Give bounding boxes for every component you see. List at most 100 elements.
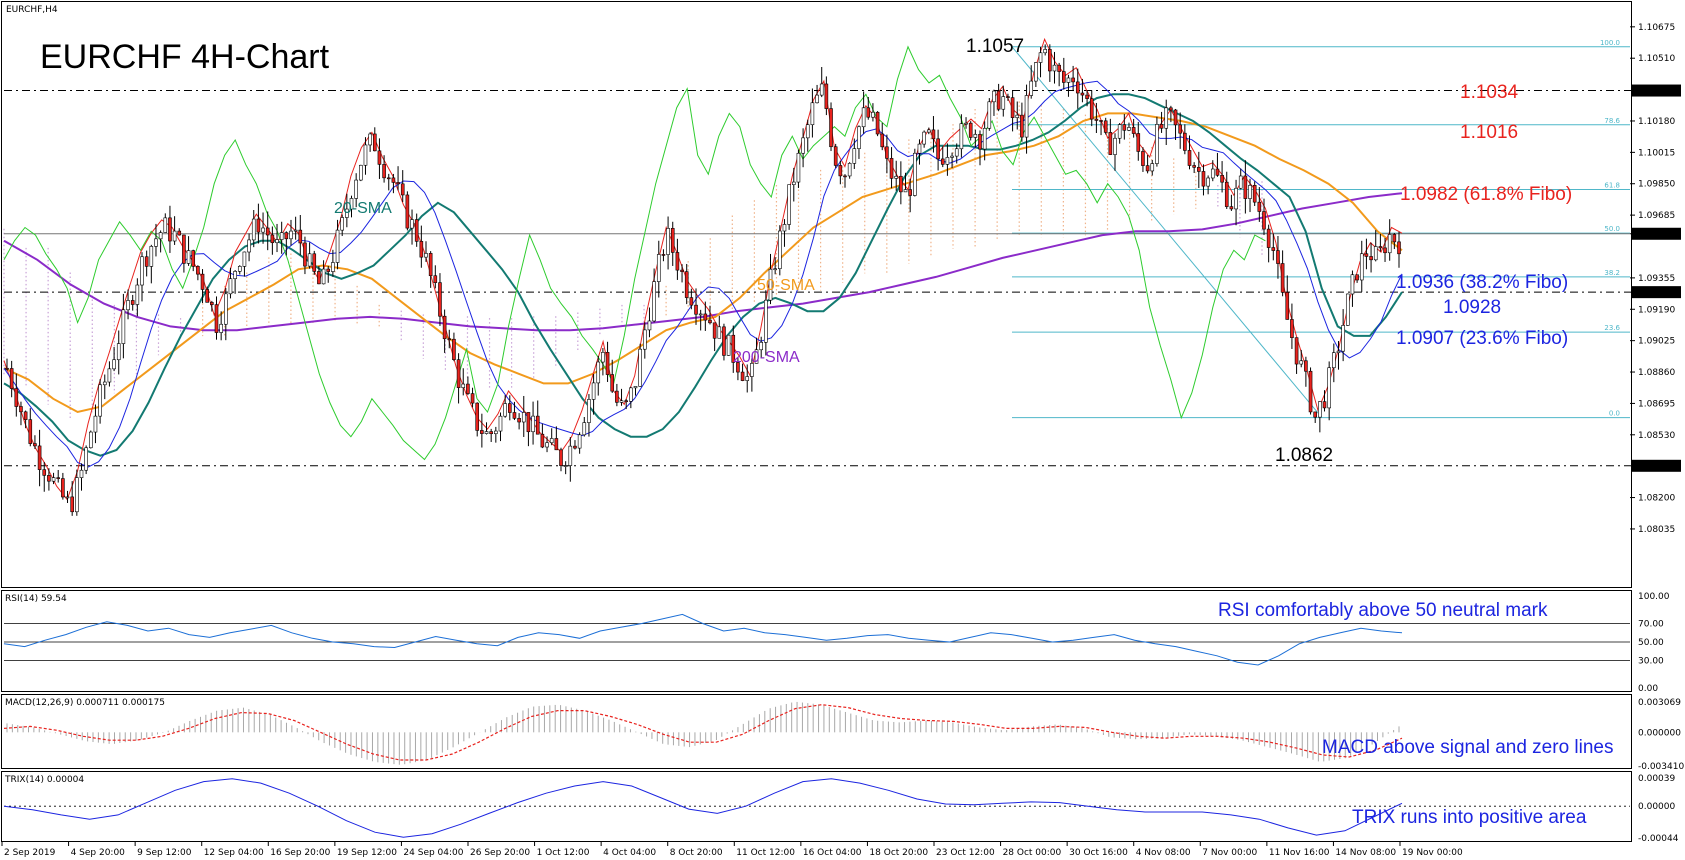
price-tick-highlight xyxy=(1631,227,1681,240)
candle-down xyxy=(708,319,712,324)
candle-up xyxy=(717,326,722,339)
candle-up xyxy=(801,137,805,154)
candle-down xyxy=(615,390,619,403)
candle-down xyxy=(182,234,186,264)
candle-up xyxy=(1066,77,1071,83)
candle-down xyxy=(1229,206,1234,210)
candle-down xyxy=(712,322,717,339)
candle-up xyxy=(1127,127,1131,131)
candle-up xyxy=(51,477,56,482)
candle-up xyxy=(964,122,968,125)
chikou-line xyxy=(3,45,1266,461)
price-axis: 1.10675 1.10510 1.10340 1.10180 1.10015 1.098… xyxy=(1630,23,1681,535)
candle-down xyxy=(196,266,200,275)
candle-up xyxy=(787,184,791,225)
fib-high-label: 1.1057 xyxy=(966,36,1024,57)
candle-down xyxy=(736,362,740,373)
time-tick-label: 11 Nov 16:00 xyxy=(1269,848,1330,858)
candle-down xyxy=(205,289,209,303)
candle-up xyxy=(242,251,247,267)
time-tick-label: 16 Oct 04:00 xyxy=(803,848,862,858)
candle-up xyxy=(261,227,265,233)
rsi-tick-label: 30.00 xyxy=(1638,656,1664,666)
candle-down xyxy=(37,445,42,470)
price-tick-label: 1.08367 xyxy=(1638,462,1675,472)
candle-down xyxy=(1215,168,1220,176)
candle-up xyxy=(764,299,768,343)
sma50-label: 50-SMA xyxy=(757,277,815,294)
candle-up xyxy=(987,101,992,129)
fib-level-label: 61.8 xyxy=(1604,181,1620,189)
price-tick-label: 1.08860 xyxy=(1638,368,1675,378)
candle-up xyxy=(349,198,354,210)
sma200-line xyxy=(3,192,1403,332)
candle-down xyxy=(298,229,303,244)
candle-down xyxy=(61,478,65,498)
candle-down xyxy=(14,388,19,407)
macd-tick-label: 0.000000 xyxy=(1638,728,1681,738)
fib-level-label: 0.0 xyxy=(1609,410,1620,418)
candle-up xyxy=(545,442,549,448)
candle-up xyxy=(643,329,647,350)
candle-down xyxy=(875,111,880,135)
candle-down xyxy=(722,326,726,356)
candle-down xyxy=(144,256,149,267)
rsi-tick-label: 70.00 xyxy=(1638,620,1664,630)
trix-panel: 0.00039 0.00000 -0.00044 xyxy=(3,774,1679,844)
candle-down xyxy=(177,230,182,236)
candle-down xyxy=(210,302,214,305)
time-tick-label: 12 Sep 04:00 xyxy=(204,848,264,858)
candle-up xyxy=(926,129,931,133)
candle-down xyxy=(1048,49,1052,72)
candle-down xyxy=(670,228,675,253)
candle-up xyxy=(219,323,223,333)
trix-tick-label: 0.00000 xyxy=(1638,802,1675,812)
candle-up xyxy=(163,217,168,233)
candle-down xyxy=(1383,247,1387,254)
candle-up xyxy=(1024,95,1029,138)
candle-down xyxy=(824,83,829,109)
annotation-1-0982: 1.0982 (61.8% Fibo) xyxy=(1400,184,1572,205)
candle-down xyxy=(1178,124,1182,134)
candle-down xyxy=(284,232,289,240)
candle-up xyxy=(745,376,750,381)
rsi-tick-label: 0.00 xyxy=(1638,684,1658,694)
candle-down xyxy=(130,300,135,305)
candle-up xyxy=(498,415,503,432)
candle-up xyxy=(98,384,102,417)
candle-down xyxy=(1131,127,1136,134)
candle-up xyxy=(773,268,777,271)
candle-down xyxy=(908,189,912,196)
candle-up xyxy=(861,107,866,128)
candle-down xyxy=(996,90,1001,110)
candle-up xyxy=(857,126,861,149)
candle-up xyxy=(759,342,763,351)
annotation-1-0928: 1.0928 xyxy=(1443,297,1501,318)
candle-up xyxy=(810,102,815,126)
candle-down xyxy=(452,338,456,360)
candle-down xyxy=(191,250,196,267)
symbol-label: EURCHF,H4 xyxy=(6,5,58,15)
candle-up xyxy=(237,266,242,272)
candle-up xyxy=(1234,187,1238,210)
rsi-tick-label: 100.00 xyxy=(1638,592,1670,602)
price-tick-label: 1.10015 xyxy=(1638,148,1675,158)
candle-down xyxy=(1243,175,1248,199)
sma20-label: 20-SMA xyxy=(334,200,392,217)
candle-down xyxy=(740,371,745,381)
fib-low-label: 1.0862 xyxy=(1275,445,1333,466)
macd-signal-line xyxy=(3,704,1403,761)
candle-down xyxy=(1075,81,1080,94)
candle-down xyxy=(391,177,396,183)
price-tick-label: 1.09850 xyxy=(1638,180,1675,190)
candle-up xyxy=(321,268,326,285)
candle-up xyxy=(93,415,98,433)
candle-up xyxy=(959,123,964,150)
candle-up xyxy=(1387,234,1392,254)
price-tick-label: 1.09190 xyxy=(1638,305,1675,315)
candle-up xyxy=(149,246,154,267)
candle-down xyxy=(1085,94,1089,99)
price-tick-label: 1.10340 xyxy=(1638,87,1675,97)
candle-down xyxy=(573,445,577,449)
